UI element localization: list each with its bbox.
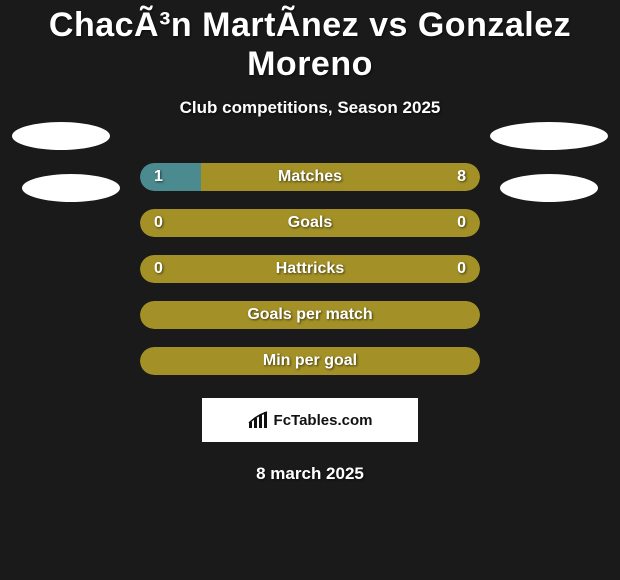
stat-row: 0 0 Hattricks: [0, 246, 620, 292]
stat-row: Goals per match: [0, 292, 620, 338]
stat-label: Goals: [288, 214, 332, 232]
stat-bar-track: Goals per match: [140, 301, 480, 329]
stat-value-right: 0: [457, 260, 466, 278]
stat-value-left: 0: [154, 260, 163, 278]
ellipse-top-right: [490, 122, 608, 150]
ellipse-top-left: [12, 122, 110, 150]
stat-bar-track: Min per goal: [140, 347, 480, 375]
page-title: ChacÃ³n MartÃ­nez vs Gonzalez Moreno: [0, 6, 620, 84]
footer-date: 8 march 2025: [0, 464, 620, 484]
infographic-container: ChacÃ³n MartÃ­nez vs Gonzalez Moreno Clu…: [0, 0, 620, 580]
stat-value-left: 0: [154, 214, 163, 232]
stat-label: Min per goal: [263, 352, 357, 370]
stat-label: Matches: [278, 168, 342, 186]
subtitle: Club competitions, Season 2025: [0, 98, 620, 118]
attribution-text: FcTables.com: [274, 412, 373, 429]
stat-bar-track: 0 0 Goals: [140, 209, 480, 237]
stat-bar-left: [140, 163, 201, 191]
attribution-badge: FcTables.com: [202, 398, 418, 442]
chart-icon: [248, 411, 270, 429]
stat-bar-track: 1 8 Matches: [140, 163, 480, 191]
stat-row: Min per goal: [0, 338, 620, 384]
stat-row: 0 0 Goals: [0, 200, 620, 246]
stat-label: Goals per match: [247, 306, 372, 324]
stat-value-right: 8: [457, 168, 466, 186]
stat-label: Hattricks: [276, 260, 344, 278]
stat-value-right: 0: [457, 214, 466, 232]
ellipse-mid-left: [22, 174, 120, 202]
stat-value-left: 1: [154, 168, 163, 186]
stat-bar-track: 0 0 Hattricks: [140, 255, 480, 283]
ellipse-mid-right: [500, 174, 598, 202]
